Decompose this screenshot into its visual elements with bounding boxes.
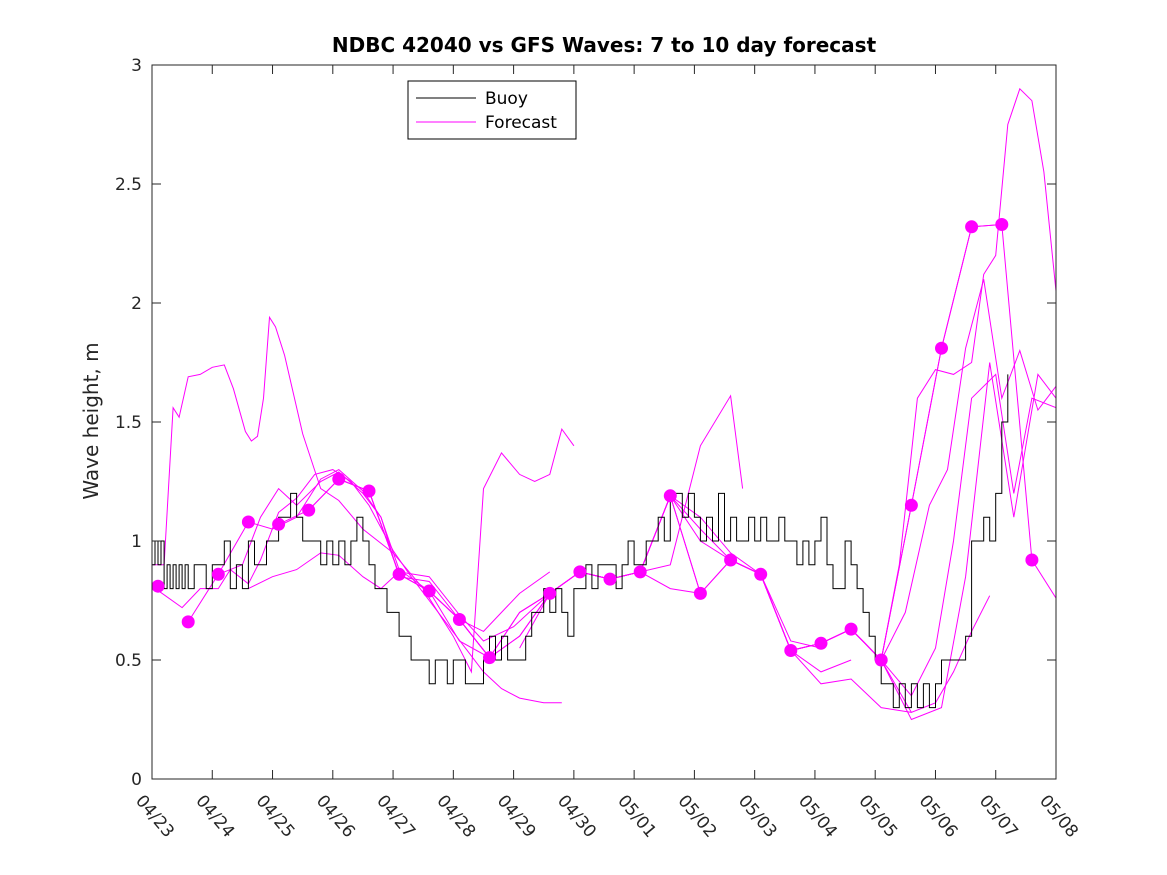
- forecast-marker: [663, 489, 677, 503]
- forecast-marker: [272, 517, 286, 531]
- y-tick-label: 2: [131, 294, 142, 314]
- y-tick-label: 0: [131, 770, 142, 790]
- forecast-marker: [152, 579, 165, 593]
- y-tick-label: 0.5: [115, 651, 142, 671]
- forecast-marker: [241, 515, 255, 529]
- buoy-line: [152, 374, 1009, 709]
- forecast-marker: [724, 553, 738, 567]
- legend: Buoy Forecast: [407, 80, 577, 140]
- legend-label-buoy: Buoy: [485, 89, 528, 109]
- forecast-marker: [181, 615, 195, 629]
- forecast-marker: [573, 565, 587, 579]
- forecast-marker: [874, 653, 888, 667]
- forecast-marker: [392, 567, 406, 581]
- forecast-marker: [633, 565, 647, 579]
- forecast-marker: [904, 498, 918, 512]
- forecast-marker: [1025, 553, 1039, 567]
- forecast-run-1: [152, 315, 575, 674]
- y-tick-label: 1.5: [115, 413, 142, 433]
- forecast-marker: [693, 586, 707, 600]
- y-tick-label: 3: [131, 56, 142, 76]
- forecast-marker: [814, 636, 828, 650]
- chart-title: NDBC 42040 vs GFS Waves: 7 to 10 day for…: [332, 33, 877, 57]
- y-tick-label: 1: [131, 532, 142, 552]
- forecast-marker: [603, 572, 617, 586]
- forecast-marker: [844, 622, 858, 636]
- forecast-run-2: [152, 469, 562, 704]
- forecast-marker: [543, 586, 557, 600]
- y-tick-label: 2.5: [115, 175, 142, 195]
- forecast-marker: [362, 484, 376, 498]
- forecast-marker: [422, 584, 436, 598]
- forecast-marker: [935, 341, 948, 355]
- legend-box: [407, 80, 577, 140]
- legend-label-forecast: Forecast: [485, 113, 557, 133]
- y-axis-label: Wave height, m: [79, 342, 103, 499]
- forecast-marker: [332, 472, 346, 486]
- forecast-marker: [995, 218, 1009, 231]
- forecast-marker: [302, 503, 316, 517]
- forecast-marker: [965, 220, 979, 234]
- plot-area: [152, 87, 1056, 721]
- forecast-marker: [452, 613, 466, 626]
- forecast-marker: [483, 651, 496, 665]
- forecast-marker: [211, 567, 225, 581]
- forecast-marker: [784, 644, 798, 657]
- forecast-marker: [754, 567, 768, 581]
